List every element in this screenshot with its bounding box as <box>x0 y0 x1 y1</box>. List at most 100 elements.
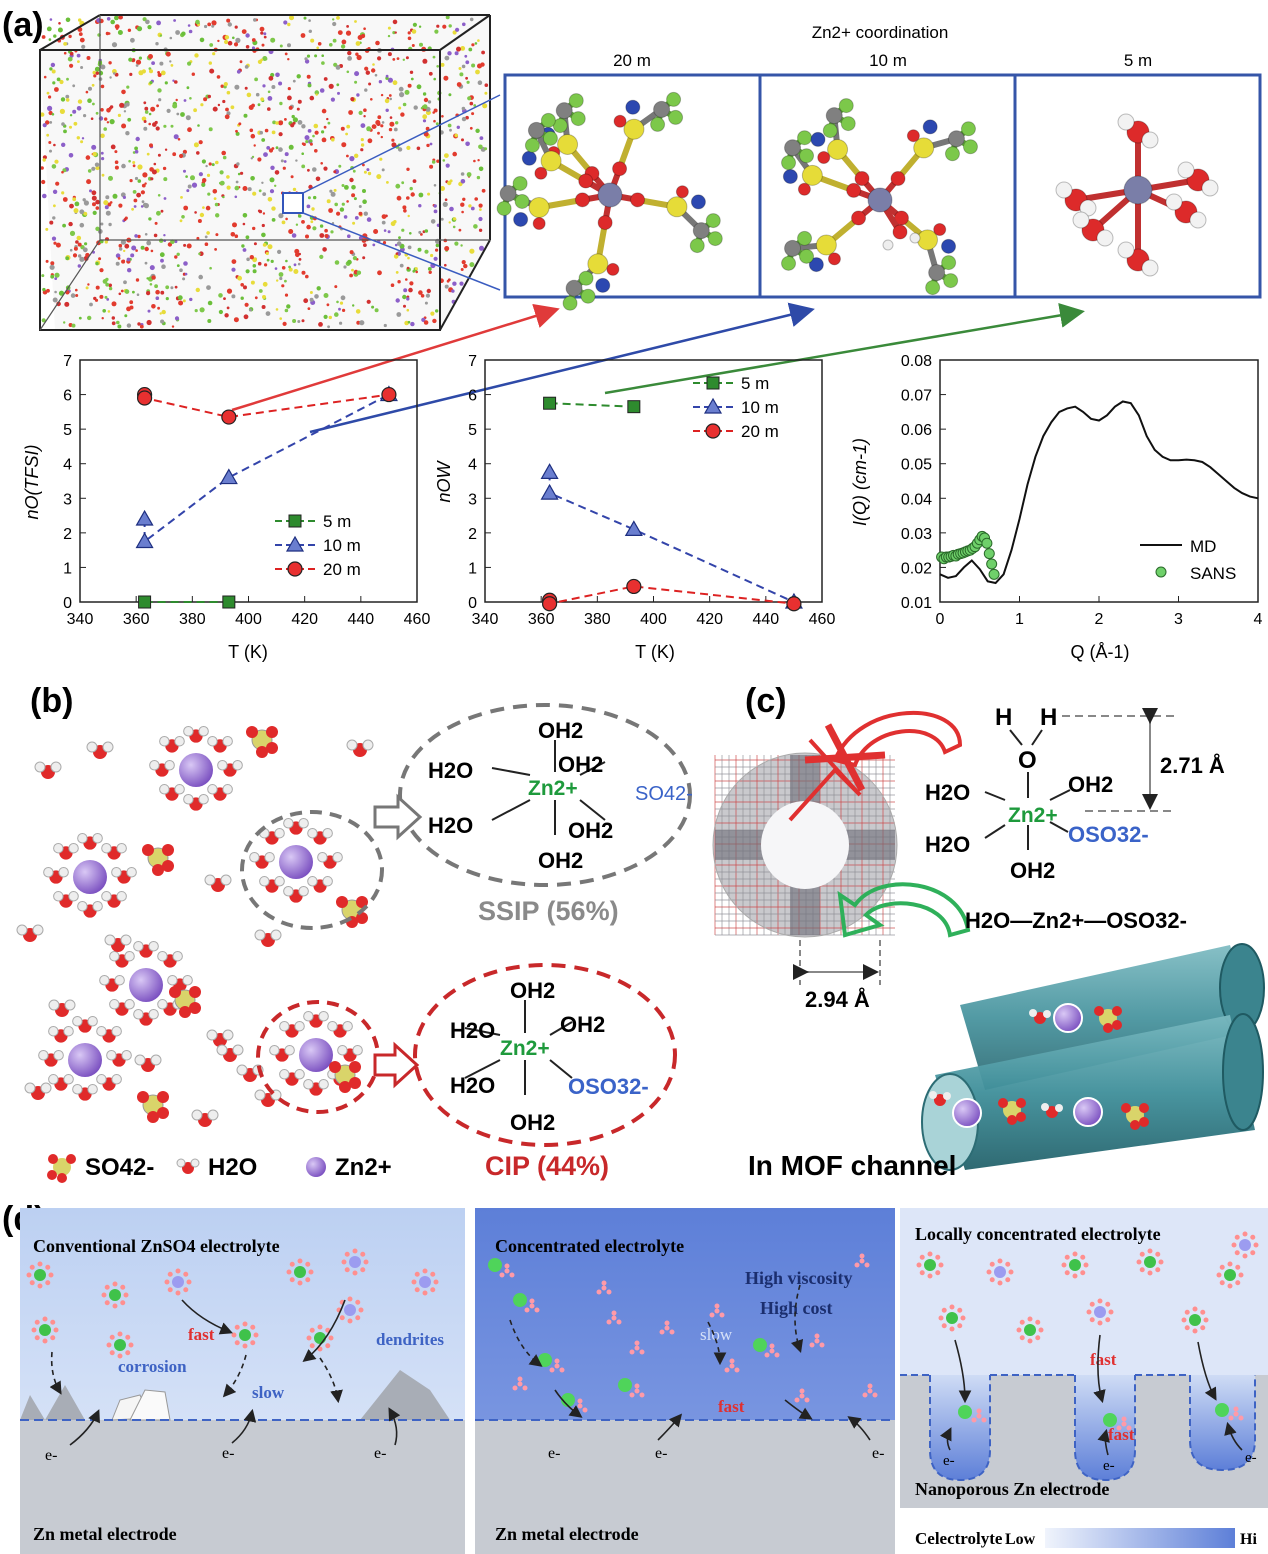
d2-e-3: e- <box>872 1445 884 1462</box>
y-tick-label: 5 <box>468 422 477 439</box>
d3-scale-high: Hi <box>1240 1531 1257 1548</box>
dimension-2-71: 2.71 Å <box>1062 708 1225 812</box>
pass-arrow <box>837 882 971 938</box>
x-tick-label: 1 <box>1015 611 1024 628</box>
x-axis-label: T (K) <box>228 642 268 662</box>
series-line <box>549 402 634 408</box>
x-tick-label: 440 <box>347 611 374 628</box>
d2-cost: High cost <box>760 1298 833 1318</box>
series-line <box>143 393 390 544</box>
data-point <box>221 409 237 425</box>
cip-label: CIP (44%) <box>485 1151 609 1181</box>
svg-text:H: H <box>1040 704 1057 731</box>
legend-label: 20 m <box>323 560 361 579</box>
dim-label-2-94: 2.94 Å <box>805 986 870 1012</box>
d3-e-1: e- <box>943 1453 955 1469</box>
y-tick-label: 0.01 <box>901 595 932 612</box>
ssip-zn: Zn2+ <box>528 777 578 800</box>
y-tick-label: 1 <box>468 560 477 577</box>
chart-n-ow: 340 360 380 400 420 440 460 0 1 2 3 4 5 6 7 5 m 10 m 20 m… <box>434 353 835 662</box>
d3-scale-low: Low <box>1005 1531 1036 1548</box>
ssip-h2o-left2: H2O <box>428 813 473 838</box>
y-tick-label: 0.03 <box>901 526 932 543</box>
y-tick-label: 3 <box>63 491 72 508</box>
data-point <box>541 596 558 612</box>
panel-label-b: (b) <box>30 682 73 720</box>
d1-fast: fast <box>188 1325 215 1344</box>
arrow-10m <box>309 302 815 434</box>
d3-title: Locally concentrated electrolyte <box>915 1224 1161 1244</box>
x-tick-label: 340 <box>472 611 499 628</box>
d3-e-2: e- <box>1103 1458 1115 1474</box>
column-label-10m: 10 m <box>869 51 907 70</box>
cip-pointer-arrow <box>373 1041 420 1089</box>
sans-point <box>988 568 1000 580</box>
cip-oh2-top: OH2 <box>510 978 555 1003</box>
svg-text:H: H <box>995 704 1012 731</box>
x-tick-label: 2 <box>1095 611 1104 628</box>
md-simulation-box <box>39 14 501 331</box>
sans-point <box>981 537 993 549</box>
y-tick-label: 0.06 <box>901 422 932 439</box>
y-tick-label: 6 <box>468 388 477 405</box>
panel-label-c: (c) <box>745 682 787 720</box>
data-point <box>285 535 305 552</box>
y-tick-label: 5 <box>63 422 72 439</box>
d1-e-1: e- <box>45 1447 57 1464</box>
c-zn: Zn2+ <box>1008 804 1058 827</box>
blocked-arrow <box>832 710 963 768</box>
x-tick-label: 420 <box>696 611 723 628</box>
y-tick-label: 0 <box>63 595 72 612</box>
legend-label: 10 m <box>323 536 361 555</box>
d3-scale-label: Celectrolyte <box>915 1529 1003 1548</box>
coordination-title: Zn2+ coordination <box>812 23 949 42</box>
cip-h2o-left: H2O <box>450 1018 495 1043</box>
mof-channel <box>921 943 1265 1171</box>
d1-corrosion: corrosion <box>118 1357 187 1376</box>
c-chain-formula: H2O—Zn2+—OSO32- <box>965 908 1187 933</box>
data-point <box>135 532 154 549</box>
d1-dendrites: dendrites <box>376 1330 444 1349</box>
y-tick-label: 1 <box>63 560 72 577</box>
data-point <box>705 423 721 439</box>
ssip-h2o-left: H2O <box>428 758 473 783</box>
panel-b-legend: SO42- H2O Zn2+ <box>47 1154 392 1183</box>
chart-sans-iq: 0 1 2 3 4 0.01 0.02 0.03 0.04 0.05 0.06 0.07 0.08 MD S… <box>850 353 1263 662</box>
d2-fast: fast <box>718 1397 745 1416</box>
y-tick-label: 0.08 <box>901 353 932 370</box>
c-h2o-left2: H2O <box>925 832 970 857</box>
d1-electrode: Zn metal electrode <box>33 1524 177 1544</box>
ssip-oh2-right: OH2 <box>558 752 603 777</box>
cip-oso3: OSO32- <box>568 1074 649 1099</box>
d-box-conventional: Conventional ZnSO4 electrolyte fast corr… <box>20 1208 465 1554</box>
d3-e-3: e- <box>1245 1450 1257 1466</box>
series-line <box>548 585 795 605</box>
d1-slow: slow <box>252 1383 285 1402</box>
ssip-structure: OH2 H2O OH2 Zn2+ H2O OH2 OH2 SO42- SSIP … <box>398 703 693 926</box>
legend-label: 20 m <box>741 422 779 441</box>
d1-e-3: e- <box>374 1445 386 1462</box>
x-tick-label: 380 <box>584 611 611 628</box>
dim-label-2-71: 2.71 Å <box>1160 752 1225 778</box>
x-axis-label: Q (Å-1) <box>1070 642 1129 662</box>
x-tick-label: 3 <box>1174 611 1183 628</box>
x-tick-label: 360 <box>123 611 150 628</box>
y-tick-label: 0.05 <box>901 457 932 474</box>
y-tick-label: 4 <box>468 457 477 474</box>
d2-slow: slow <box>700 1325 733 1344</box>
mof-sphere <box>712 752 898 938</box>
y-axis-label: nO(TFSI) <box>22 445 42 520</box>
x-tick-label: 460 <box>809 611 836 628</box>
x-tick-label: 420 <box>291 611 318 628</box>
c-oh2-right: OH2 <box>1068 772 1113 797</box>
d3-fast-1: fast <box>1090 1350 1117 1369</box>
data-point <box>138 595 152 609</box>
legend-h2o-label: H2O <box>208 1154 257 1181</box>
d2-electrode: Zn metal electrode <box>495 1524 639 1544</box>
data-point <box>540 483 559 500</box>
legend-label: 10 m <box>741 398 779 417</box>
ssip-oh2-right2: OH2 <box>568 818 613 843</box>
x-tick-label: 4 <box>1254 611 1263 628</box>
cip-oh2-bottom: OH2 <box>510 1110 555 1135</box>
